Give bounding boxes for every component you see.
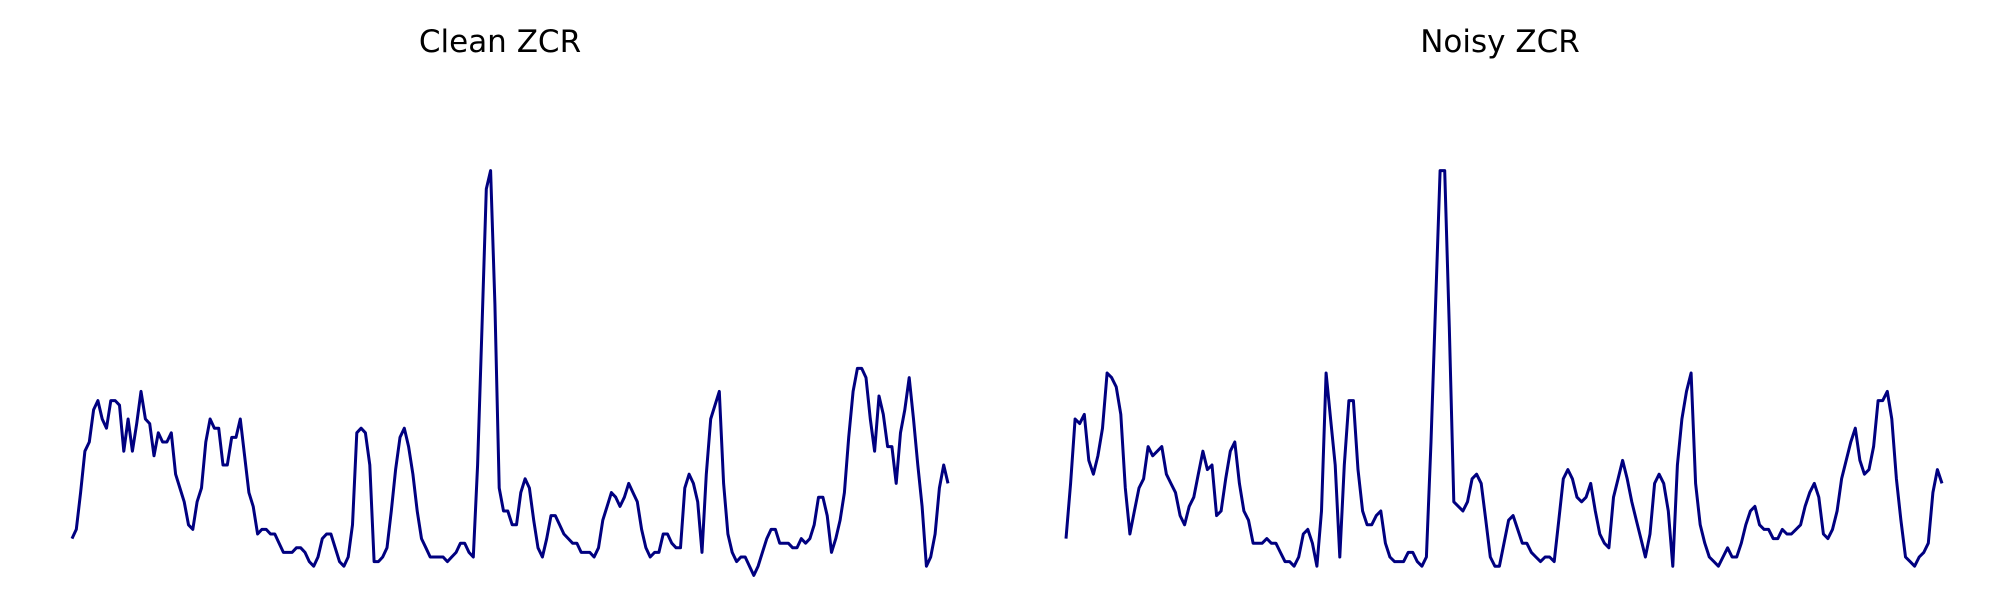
series-line (1064, 169, 1944, 568)
line-plot-clean (70, 169, 950, 577)
series-line (70, 169, 950, 577)
chart-panel-clean: Clean ZCR (70, 24, 950, 577)
chart-title-clean: Clean ZCR (418, 24, 582, 60)
chart-panel-noisy: Noisy ZCR (1000, 0, 2000, 600)
line-plot-noisy (1064, 169, 1944, 568)
chart-title-noisy: Noisy ZCR (1420, 24, 1580, 60)
